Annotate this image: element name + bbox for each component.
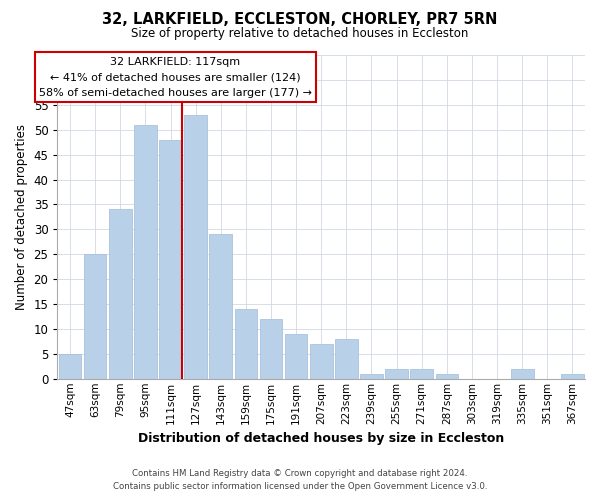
Bar	[84, 254, 106, 379]
Bar	[109, 210, 131, 379]
Bar	[561, 374, 584, 379]
Bar	[285, 334, 307, 379]
Bar	[385, 369, 408, 379]
Bar	[59, 354, 82, 379]
Text: Contains HM Land Registry data © Crown copyright and database right 2024.
Contai: Contains HM Land Registry data © Crown c…	[113, 469, 487, 491]
Bar	[310, 344, 332, 379]
Bar	[436, 374, 458, 379]
Bar	[410, 369, 433, 379]
Y-axis label: Number of detached properties: Number of detached properties	[15, 124, 28, 310]
X-axis label: Distribution of detached houses by size in Eccleston: Distribution of detached houses by size …	[138, 432, 505, 445]
Bar	[235, 309, 257, 379]
Text: 32, LARKFIELD, ECCLESTON, CHORLEY, PR7 5RN: 32, LARKFIELD, ECCLESTON, CHORLEY, PR7 5…	[103, 12, 497, 28]
Bar	[260, 319, 282, 379]
Bar	[360, 374, 383, 379]
Bar	[209, 234, 232, 379]
Bar	[511, 369, 533, 379]
Bar	[159, 140, 182, 379]
Text: Size of property relative to detached houses in Eccleston: Size of property relative to detached ho…	[131, 28, 469, 40]
Bar	[134, 124, 157, 379]
Text: 32 LARKFIELD: 117sqm
← 41% of detached houses are smaller (124)
58% of semi-deta: 32 LARKFIELD: 117sqm ← 41% of detached h…	[39, 57, 312, 98]
Bar	[184, 115, 207, 379]
Bar	[335, 339, 358, 379]
